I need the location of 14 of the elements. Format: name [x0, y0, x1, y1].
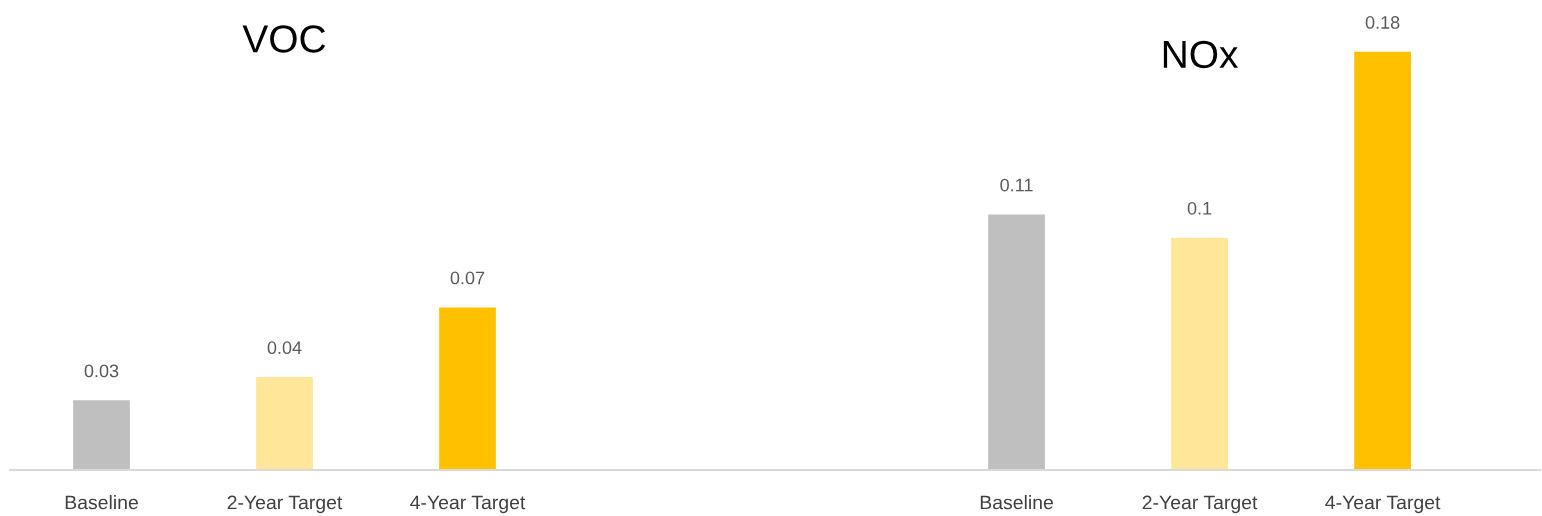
chart-title: NOx [1163, 40, 1239, 69]
x-tick-label: 4-Year Target [1325, 495, 1441, 514]
data-label: 0.18 [1365, 16, 1400, 29]
data-label: 0.11 [1000, 178, 1033, 192]
data-label: 0.07 [450, 271, 485, 285]
x-tick-label: Baseline [65, 495, 138, 510]
data-label: 0.03 [84, 364, 119, 378]
data-label: 0.1 [1187, 201, 1212, 215]
x-tick-label: 2-Year Target [227, 495, 343, 514]
x-tick-label: 4-Year Target [410, 495, 526, 514]
x-tick-label: 2-Year Target [1142, 495, 1258, 514]
data-label: 0.04 [267, 341, 302, 355]
chart-title: VOC [242, 25, 326, 53]
x-tick-label: Baseline [980, 495, 1053, 510]
